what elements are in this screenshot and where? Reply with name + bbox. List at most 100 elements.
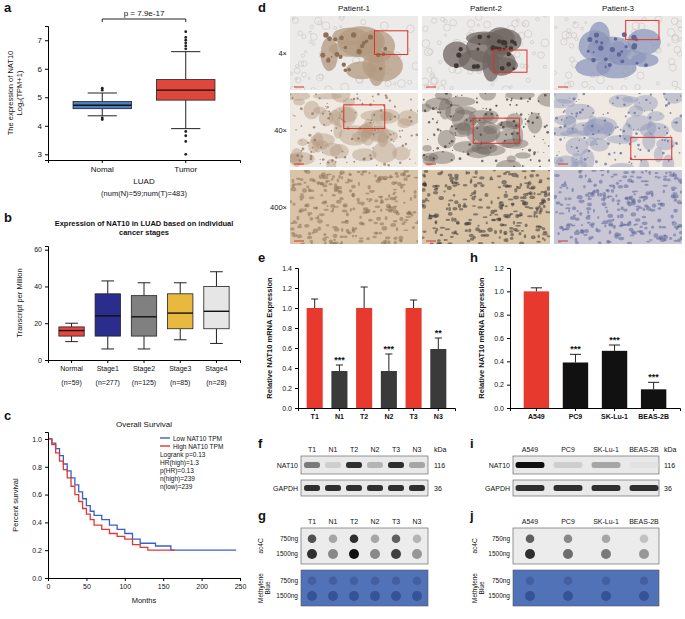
texture [573,214,576,216]
plot-marks [59,272,229,349]
error-cap [410,300,417,301]
axis-line [49,361,241,364]
texture [634,190,639,192]
texture [437,239,441,242]
texture [673,209,678,213]
texture [486,221,488,224]
tick-mark [45,578,48,579]
tick-label: 6 [38,65,43,74]
texture [665,172,668,175]
error-bar [575,354,576,362]
texture [505,205,508,207]
lane-label: A549 [522,446,538,453]
texture [547,198,550,201]
texture [290,152,315,165]
texture [378,232,382,235]
texture [668,172,672,174]
texture [503,184,509,187]
texture [598,241,602,244]
whisker-cap [101,280,114,281]
texture [307,142,309,144]
texture [465,229,468,232]
tick: N3 [434,408,443,420]
texture [664,126,666,128]
whisker-cap [65,341,78,342]
texture [308,232,312,236]
axis-title: Months [132,596,157,605]
texture [479,199,483,202]
texture [474,139,475,140]
texture [575,115,577,117]
texture [672,224,676,226]
texture [340,25,342,27]
texture [473,236,476,239]
box [168,294,193,329]
texture [648,150,651,153]
texture [480,134,482,136]
texture [662,152,665,155]
texture [304,224,309,228]
outlier [101,87,104,90]
texture [665,105,667,107]
texture [656,82,659,85]
texture [575,217,580,221]
scale-bar [294,241,304,242]
significance: ** [435,328,443,338]
texture [327,36,332,41]
texture [516,186,521,189]
image-ground [554,170,682,244]
texture [297,234,303,238]
panel-letter: h [470,250,478,265]
texture [618,237,624,241]
texture [566,137,589,156]
texture [361,128,375,146]
texture [619,233,622,236]
texture [455,128,457,130]
tick-label: 0.4 [282,365,292,372]
tick-mark [45,550,48,551]
texture [453,194,455,197]
tick-mark [45,522,48,523]
texture [561,226,563,228]
texture [570,216,576,220]
texture [360,201,365,205]
texture [607,219,613,222]
texture [357,171,361,174]
texture [569,97,570,98]
texture [490,113,493,116]
survival-curve [48,439,175,550]
texture [663,93,682,104]
texture [454,182,458,184]
texture [340,16,344,18]
texture [416,221,418,223]
tick: 0.2 [32,547,48,554]
texture [608,153,611,156]
texture [554,93,578,104]
texture [403,202,405,204]
whisker [185,100,186,129]
tick-label: 0.0 [494,405,504,412]
tick-mark [180,360,181,363]
ihc-image [290,170,418,244]
texture [302,147,305,150]
texture [510,237,514,240]
error-bar [413,300,414,308]
texture [299,195,304,199]
texture [658,127,660,129]
texture [319,97,321,99]
texture [663,93,665,95]
texture [398,79,406,87]
texture [496,130,521,149]
dot [308,535,317,544]
texture [680,114,682,117]
texture [644,184,648,186]
texture [478,242,483,244]
texture [412,226,415,229]
texture [445,184,448,187]
texture [298,224,301,226]
texture [406,212,411,216]
band [409,462,425,468]
tick: 5 [38,93,48,102]
texture [385,236,390,239]
axis-title-group: Transcript per Million [15,268,24,337]
